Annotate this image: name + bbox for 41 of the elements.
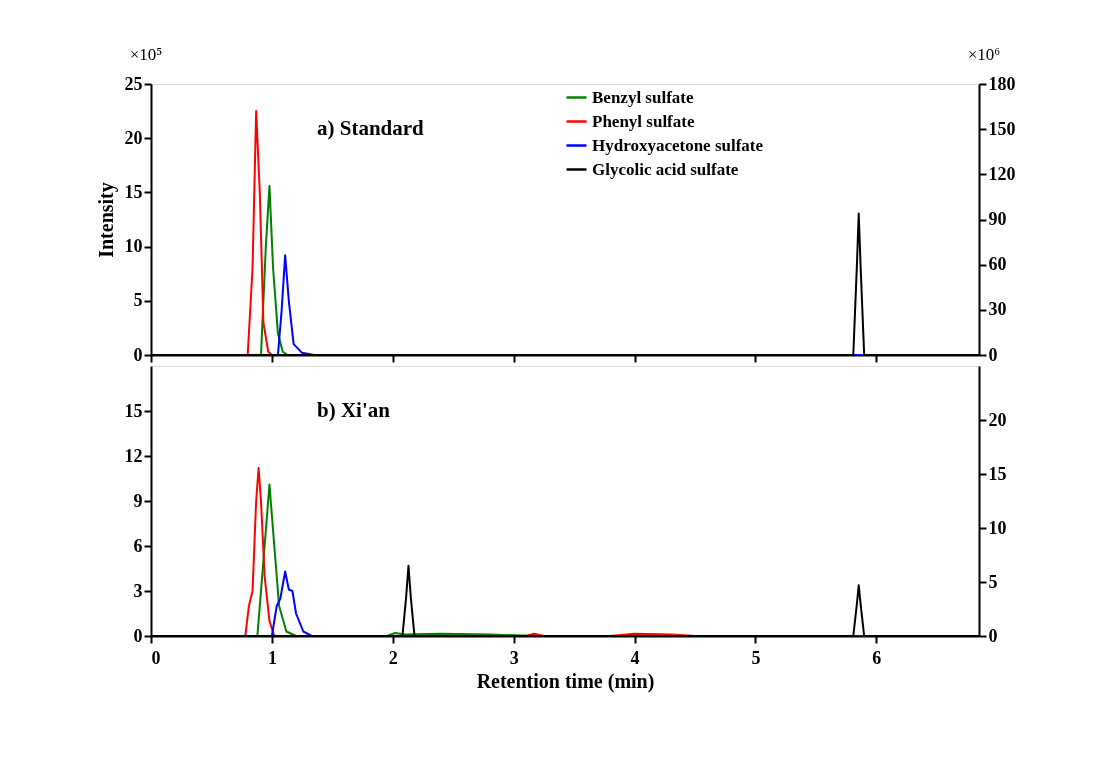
x-tick-label: 2 bbox=[388, 647, 398, 668]
x-tick-label: 1 bbox=[267, 647, 277, 668]
y2-tick-label: 0 bbox=[988, 625, 998, 646]
legend-label: Hydroxyacetone sulfate bbox=[592, 135, 764, 155]
y2-tick-label: 120 bbox=[988, 163, 1016, 184]
y2-tick-label: 30 bbox=[988, 299, 1007, 320]
x-tick-label: 3 bbox=[509, 647, 519, 668]
legend-label: Benzyl sulfate bbox=[592, 87, 694, 107]
legend-label: Phenyl sulfate bbox=[592, 111, 695, 131]
y-tick-label: 0 bbox=[133, 344, 143, 365]
y-tick-label: 15 bbox=[124, 181, 143, 202]
y-tick-label: 10 bbox=[124, 236, 143, 257]
y2-tick-label: 5 bbox=[988, 571, 998, 592]
legend-label: Glycolic acid sulfate bbox=[592, 159, 739, 179]
y-tick-label: 6 bbox=[133, 535, 143, 556]
text: ×10⁵ bbox=[129, 45, 163, 64]
x-tick-label: 6 bbox=[872, 647, 882, 668]
y-tick-label: 5 bbox=[133, 290, 143, 311]
y2-tick-label: 10 bbox=[988, 517, 1007, 538]
y2-tick-label: 0 bbox=[988, 344, 998, 365]
y-tick-label: 3 bbox=[133, 580, 143, 601]
x-tick-label: 4 bbox=[630, 647, 640, 668]
x-tick-label: 0 bbox=[151, 647, 161, 668]
y2-tick-label: 15 bbox=[988, 463, 1007, 484]
y2-tick-label: 150 bbox=[988, 118, 1016, 139]
y-tick-label: 9 bbox=[133, 490, 143, 511]
y-axis-title: Intensity bbox=[94, 182, 118, 258]
x-axis-title: Retention time (min) bbox=[476, 669, 655, 693]
text: ×10⁶ bbox=[967, 45, 1001, 64]
y2-tick-label: 20 bbox=[988, 409, 1007, 430]
y-tick-label: 15 bbox=[124, 400, 143, 421]
x-tick-label: 5 bbox=[751, 647, 761, 668]
y-tick-label: 12 bbox=[124, 445, 143, 466]
text: b) Xi'an bbox=[317, 398, 391, 422]
y-tick-label: 25 bbox=[124, 73, 143, 94]
y-tick-label: 0 bbox=[133, 625, 143, 646]
y-tick-label: 20 bbox=[124, 127, 143, 148]
y2-tick-label: 90 bbox=[988, 209, 1007, 229]
text: a) Standard bbox=[317, 116, 425, 140]
y2-tick-label: 180 bbox=[988, 73, 1016, 94]
y2-tick-label: 60 bbox=[988, 254, 1007, 275]
